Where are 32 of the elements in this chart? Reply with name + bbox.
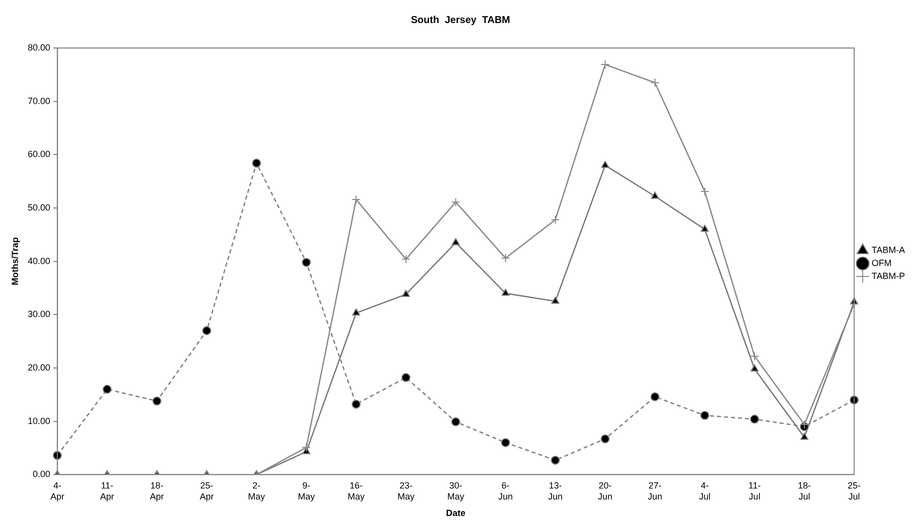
x-tick-label: 18-Apr — [150, 480, 164, 502]
y-tick-label: 30.00 — [28, 309, 50, 320]
x-tick-label: 9-May — [298, 480, 316, 502]
x-tick-label: 25-Jul — [848, 480, 861, 502]
y-tick-label: 0.00 — [32, 469, 50, 480]
x-tick-label: 6-Jun — [498, 480, 513, 502]
legend-label: TABM-A — [872, 244, 906, 255]
x-tick-label: 2-May — [248, 480, 266, 502]
x-tick-label: 16-May — [348, 480, 366, 502]
x-tick-label: 25-Apr — [200, 480, 214, 502]
y-tick-label: 50.00 — [28, 202, 50, 212]
x-tick-label: 11-Jul — [748, 480, 761, 502]
y-tick-label: 20.00 — [28, 362, 50, 372]
x-tick-label: 20-Jun — [598, 480, 612, 502]
x-tick-label: 11-Apr — [100, 480, 114, 502]
x-tick-label: 18-Jul — [798, 480, 811, 502]
x-tick-label: 4-Jul — [699, 480, 711, 502]
chart-title: South Jersey TABM — [410, 14, 510, 26]
x-tick-label: 30-May — [447, 480, 465, 502]
y-axis-title: Moths/Trap — [10, 236, 20, 286]
x-tick-label: 23-May — [397, 480, 415, 502]
x-tick-label: 13-Jun — [548, 480, 563, 502]
y-tick-label: 70.00 — [28, 96, 50, 106]
x-tick-label: 4-Apr — [50, 480, 64, 502]
legend-label: OFM — [872, 258, 892, 268]
y-tick-label: 40.00 — [28, 256, 50, 266]
x-axis-title: Date — [446, 508, 466, 518]
y-tick-label: 60.00 — [28, 149, 50, 160]
legend-label: TABM-P — [872, 270, 906, 281]
y-tick-label: 80.00 — [28, 42, 50, 52]
y-tick-label: 10.00 — [28, 416, 50, 426]
x-tick-label: 27-Jun — [648, 480, 662, 502]
